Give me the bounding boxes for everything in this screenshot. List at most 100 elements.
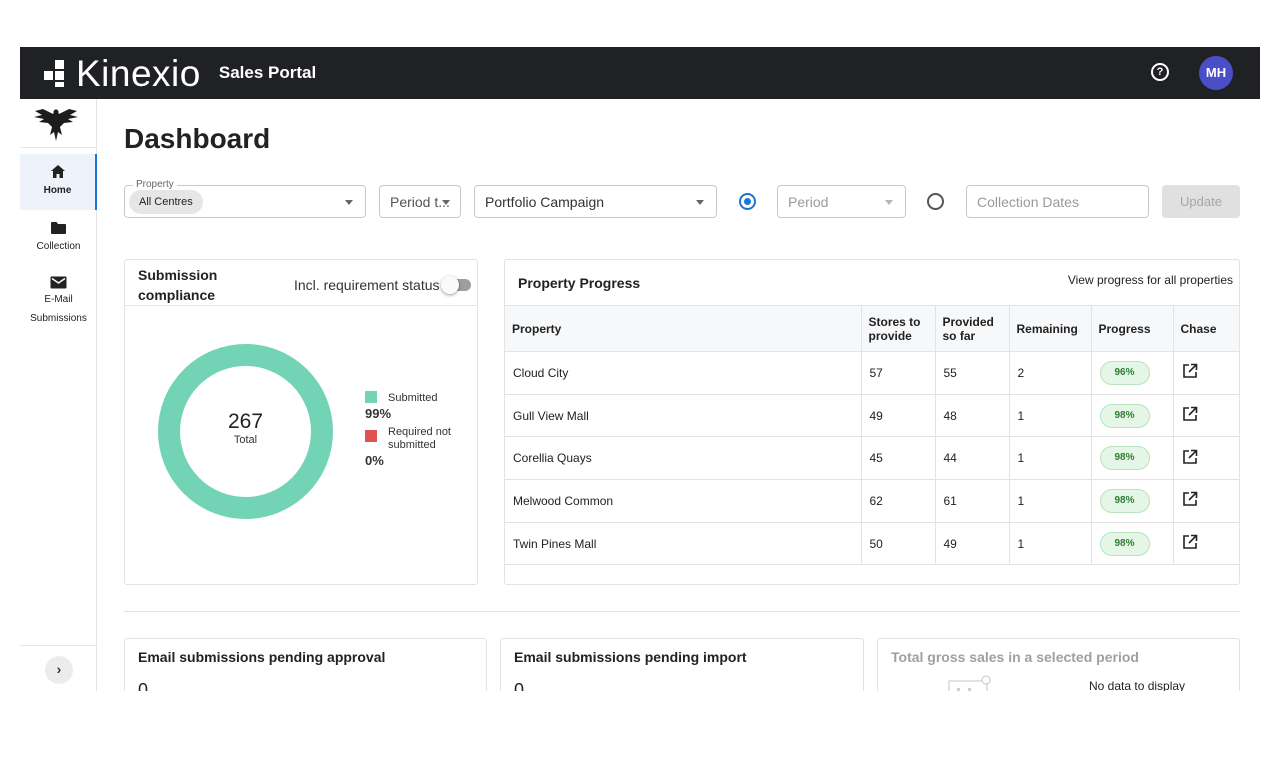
chevron-down-icon xyxy=(885,200,893,205)
provided-cell: 61 xyxy=(935,479,1010,523)
open-external-icon[interactable] xyxy=(1182,363,1198,379)
sidebar-item-label: Home xyxy=(43,185,72,196)
provided-cell: 55 xyxy=(935,351,1010,395)
open-external-icon[interactable] xyxy=(1182,491,1198,507)
open-external-icon[interactable] xyxy=(1182,449,1198,465)
legend-label-not-submitted: Required not submitted xyxy=(388,426,451,451)
pending-import-count: 0 xyxy=(514,680,525,691)
table-row: Melwood Common 62 61 1 98% xyxy=(505,479,1239,523)
property-chip[interactable]: All Centres xyxy=(129,190,203,214)
no-data-message: No data to display xyxy=(1089,679,1186,691)
column-header-progress: Progress xyxy=(1091,305,1174,352)
update-button[interactable]: Update xyxy=(1162,185,1240,218)
legend-swatch-submitted xyxy=(365,391,377,403)
logo-mark-icon xyxy=(44,59,68,87)
period-select[interactable]: Period xyxy=(777,185,906,218)
chevron-down-icon xyxy=(696,200,704,205)
progress-badge: 98% xyxy=(1099,488,1150,513)
progress-cell: 98% xyxy=(1091,522,1174,566)
period-radio[interactable] xyxy=(739,193,756,210)
app-name: Sales Portal xyxy=(218,63,317,82)
campaign-value: Portfolio Campaign xyxy=(485,194,605,210)
progress-badge: 98% xyxy=(1099,403,1150,428)
card-title: Submission compliance xyxy=(138,267,218,303)
campaign-select[interactable]: Portfolio Campaign xyxy=(474,185,717,218)
remaining-cell: 1 xyxy=(1009,436,1092,481)
period-type-placeholder: Period t... xyxy=(390,194,450,210)
requirement-status-label: Incl. requirement status xyxy=(294,277,440,293)
pending-approval-count: 0 xyxy=(138,680,149,691)
period-type-select[interactable]: Period t... xyxy=(379,185,461,218)
remaining-cell: 1 xyxy=(1009,394,1092,438)
sidebar-divider xyxy=(20,147,97,148)
card-divider xyxy=(125,305,477,306)
chase-cell xyxy=(1173,522,1239,566)
table-header-row: Property Stores to provide Provided so f… xyxy=(505,305,1239,352)
property-cell: Melwood Common xyxy=(505,479,862,523)
stores-cell: 45 xyxy=(861,436,936,481)
empty-chart-icon xyxy=(948,675,991,691)
open-external-icon[interactable] xyxy=(1182,534,1198,550)
table-row: Cloud City 57 55 2 96% xyxy=(505,351,1239,395)
table-row: Gull View Mall 49 48 1 98% xyxy=(505,394,1239,438)
legend-percent-not-submitted: 0% xyxy=(365,453,384,468)
remaining-cell: 2 xyxy=(1009,351,1092,395)
stores-cell: 50 xyxy=(861,522,936,566)
eagle-logo-icon xyxy=(34,109,78,141)
chevron-right-icon: › xyxy=(56,661,62,677)
chevron-down-icon xyxy=(345,200,353,205)
property-cell: Twin Pines Mall xyxy=(505,522,862,566)
gross-sales-card: Total gross sales in a selected period N… xyxy=(877,638,1240,691)
collection-dates-field[interactable]: Collection Dates xyxy=(966,185,1149,218)
card-title: Property Progress xyxy=(518,275,641,291)
sidebar-item-home[interactable]: Home xyxy=(20,154,97,210)
progress-cell: 98% xyxy=(1091,436,1174,481)
donut-total-value: 267 xyxy=(227,410,264,433)
open-external-icon[interactable] xyxy=(1182,406,1198,422)
sidebar-item-label: Submissions xyxy=(30,313,87,324)
column-header-property: Property xyxy=(505,305,862,352)
collection-dates-radio[interactable] xyxy=(927,193,944,210)
property-cell: Cloud City xyxy=(505,351,862,395)
period-placeholder: Period xyxy=(788,194,829,210)
card-title: Email submissions pending approval xyxy=(138,649,386,665)
sidebar-divider xyxy=(20,645,97,646)
section-divider xyxy=(124,611,1240,612)
progress-cell: 98% xyxy=(1091,479,1174,523)
card-title: Email submissions pending import xyxy=(514,649,747,665)
chase-cell xyxy=(1173,351,1239,395)
progress-badge: 98% xyxy=(1099,531,1150,556)
sidebar-item-collection[interactable]: Collection xyxy=(20,216,97,266)
column-header-chase: Chase xyxy=(1173,305,1239,352)
legend-percent-submitted: 99% xyxy=(365,406,392,421)
view-all-properties-link[interactable]: View progress for all properties xyxy=(1067,273,1233,287)
sidebar-item-email-submissions[interactable]: E-Mail Submissions xyxy=(20,271,97,333)
chase-cell xyxy=(1173,479,1239,523)
chase-cell xyxy=(1173,394,1239,438)
sidebar-item-label: E-Mail xyxy=(44,294,73,305)
expand-sidebar-button[interactable]: › xyxy=(45,656,73,684)
legend-label-submitted: Submitted xyxy=(388,392,438,404)
pending-approval-card: Email submissions pending approval 0 xyxy=(124,638,487,691)
progress-badge: 98% xyxy=(1099,446,1150,471)
progress-cell: 98% xyxy=(1091,394,1174,438)
provided-cell: 44 xyxy=(935,436,1010,481)
property-select-label: Property xyxy=(133,179,177,190)
property-progress-table: Property Stores to provide Provided so f… xyxy=(505,305,1239,566)
provided-cell: 49 xyxy=(935,522,1010,566)
provided-cell: 48 xyxy=(935,394,1010,438)
home-icon xyxy=(50,165,65,178)
requirement-status-toggle[interactable] xyxy=(441,276,471,294)
property-cell: Gull View Mall xyxy=(505,394,862,438)
chase-cell xyxy=(1173,436,1239,481)
sidebar: Home Collection E-Mail Submissions › xyxy=(20,99,97,691)
sidebar-item-label: Collection xyxy=(36,241,81,252)
property-cell: Corellia Quays xyxy=(505,436,862,481)
question-circle-icon[interactable]: ? xyxy=(1151,63,1169,81)
app-window: Kinexio Sales Portal ? MH Home Collectio… xyxy=(20,47,1260,691)
avatar[interactable]: MH xyxy=(1199,56,1233,90)
property-select[interactable]: Property All Centres xyxy=(124,179,366,218)
logo[interactable]: Kinexio xyxy=(44,55,201,92)
table-row: Twin Pines Mall 50 49 1 98% xyxy=(505,522,1239,566)
column-header-provided: Provided so far xyxy=(935,305,1010,352)
